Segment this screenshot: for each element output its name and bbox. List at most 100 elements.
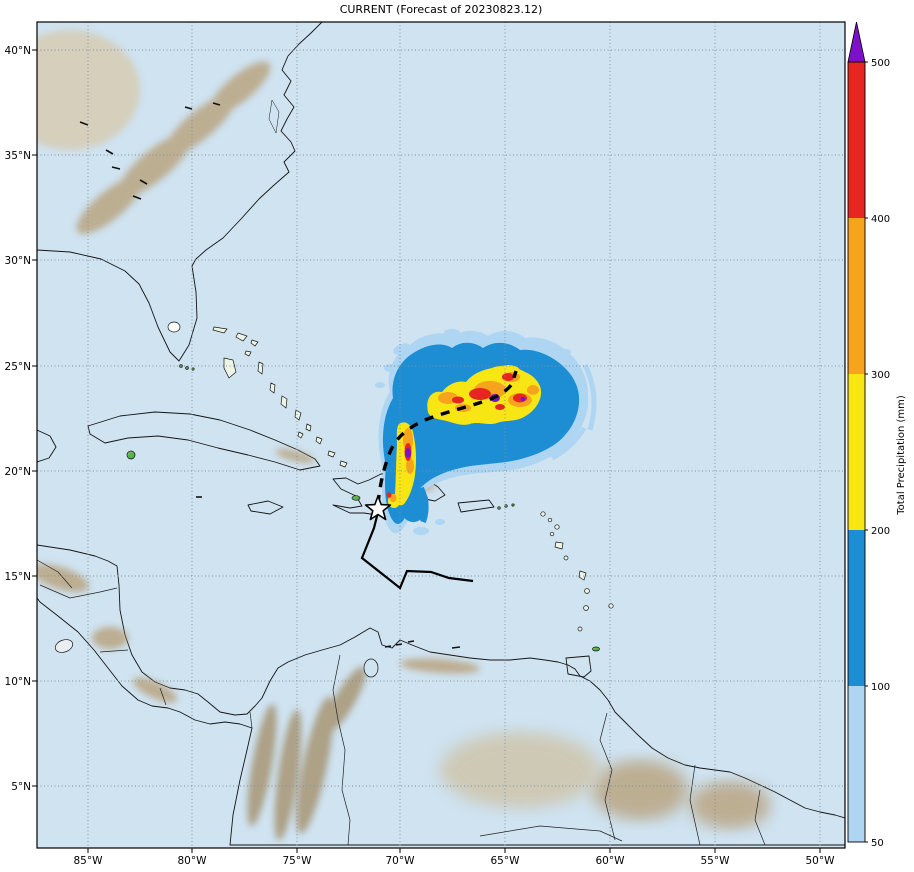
- rain-streak: [418, 486, 429, 523]
- landmass-puerto-rico: [457, 499, 495, 513]
- martinique: [578, 570, 587, 581]
- island: [297, 431, 304, 439]
- island: [294, 409, 302, 421]
- honduras-hills: [37, 564, 89, 592]
- island: [327, 450, 336, 458]
- precip-core: [469, 388, 491, 400]
- island: [212, 326, 228, 334]
- island: [269, 382, 276, 394]
- lat-tick-label: 25°N: [5, 361, 31, 373]
- island: [250, 339, 259, 347]
- lon-tick-label: 75°W: [283, 855, 313, 867]
- lat-tick-label: 5°N: [11, 781, 31, 793]
- border-line: [39, 584, 118, 599]
- nicaragua-hills: [92, 627, 128, 649]
- andes-ridge: [247, 703, 277, 827]
- andros-island: [223, 357, 237, 379]
- island: [315, 436, 323, 445]
- turks-caicos: [339, 460, 348, 468]
- colorbar-segment-200-300: [848, 374, 865, 530]
- colorbar-segment-50-100: [848, 686, 865, 842]
- colorbar-segment-300-400: [848, 218, 865, 374]
- lake-mark: [105, 149, 114, 155]
- lake-mark: [139, 179, 148, 185]
- landmass-trinidad: [565, 655, 592, 678]
- llanos-plain: [440, 732, 600, 808]
- lat-tick-label: 10°N: [5, 676, 31, 688]
- venezuela-coastal-range: [400, 658, 480, 674]
- border-line: [37, 559, 73, 589]
- lon-tick-label: 85°W: [74, 855, 104, 867]
- border-line: [159, 687, 167, 706]
- island-dot: [547, 517, 553, 523]
- andes-ridge: [274, 709, 302, 841]
- island-dot: [563, 555, 569, 561]
- precip-core: [386, 492, 392, 498]
- island-dot: [583, 605, 589, 611]
- grenada: [577, 626, 583, 632]
- chesapeake-bay: [268, 99, 280, 134]
- precip-core: [502, 373, 514, 381]
- island-dot: [511, 503, 515, 507]
- lon-tick-label: 55°W: [701, 855, 731, 867]
- lon-tick-label: 50°W: [806, 855, 836, 867]
- landmass-north-america: [37, 22, 323, 362]
- island: [280, 395, 288, 409]
- lon-tick-label: 65°W: [491, 855, 521, 867]
- lakes-and-features: [54, 102, 461, 678]
- colorbar-tick-label: 100: [871, 682, 890, 693]
- island: [235, 332, 248, 342]
- island-dot: [554, 524, 560, 530]
- border-venezuela-guyana: [599, 712, 616, 841]
- abc-island: [407, 640, 415, 643]
- colorbar: 500 400 300 200 100 50 Total Precipitati…: [847, 21, 907, 849]
- lon-tick-label: 60°W: [596, 855, 626, 867]
- abc-island: [395, 643, 403, 646]
- landmass-jamaica: [247, 500, 284, 515]
- figure-title: CURRENT (Forecast of 20230823.12): [340, 3, 543, 16]
- island: [305, 423, 312, 432]
- lat-tick-label: 35°N: [5, 150, 31, 162]
- isla-juventud: [126, 450, 136, 460]
- colorbar-tick-label: 400: [871, 214, 890, 225]
- precip-patch: [464, 335, 476, 341]
- lat-tick-label: 20°N: [5, 466, 31, 478]
- landmass-cuba: [87, 411, 321, 471]
- precip-core: [495, 404, 505, 410]
- border-suriname-frguiana: [754, 789, 766, 846]
- colorbar-axis-label: Total Precipitation (mm): [896, 395, 907, 516]
- andes-ridge: [324, 666, 366, 734]
- inland-water-marks: [79, 102, 461, 649]
- island-dot: [584, 588, 590, 594]
- colorbar-tick-label: 50: [871, 838, 884, 849]
- terrain-shading: [37, 30, 770, 841]
- island-dot: [540, 511, 546, 517]
- precip-max-core: [405, 448, 411, 458]
- precip-patch: [435, 519, 445, 525]
- tobago-island: [592, 646, 600, 652]
- country-borders: [37, 559, 766, 846]
- precip-spot: [527, 385, 539, 395]
- precip-patch: [375, 382, 385, 388]
- margarita-island: [451, 646, 461, 649]
- axis-ticks: [32, 49, 821, 853]
- precip-patch: [384, 364, 396, 372]
- landmass-yucatan-tip: [37, 429, 57, 463]
- guadeloupe: [554, 541, 564, 550]
- colorbar-tick-label: 500: [871, 58, 890, 69]
- precip-patch: [413, 527, 429, 535]
- lake-mark: [111, 166, 121, 170]
- island-dot: [549, 531, 555, 537]
- island-dot: [497, 506, 501, 510]
- colorbar-tick-label: 300: [871, 370, 890, 381]
- current-position-star-marker: [364, 495, 392, 521]
- lat-tick-label: 40°N: [5, 45, 31, 57]
- interior-plateau: [37, 30, 140, 150]
- island: [244, 350, 252, 357]
- lake-okeechobee: [167, 321, 181, 333]
- colorbar-extend-arrow: [847, 21, 866, 63]
- colorbar-segment-400-500: [848, 62, 865, 218]
- landmass-central-south-america: [37, 544, 845, 846]
